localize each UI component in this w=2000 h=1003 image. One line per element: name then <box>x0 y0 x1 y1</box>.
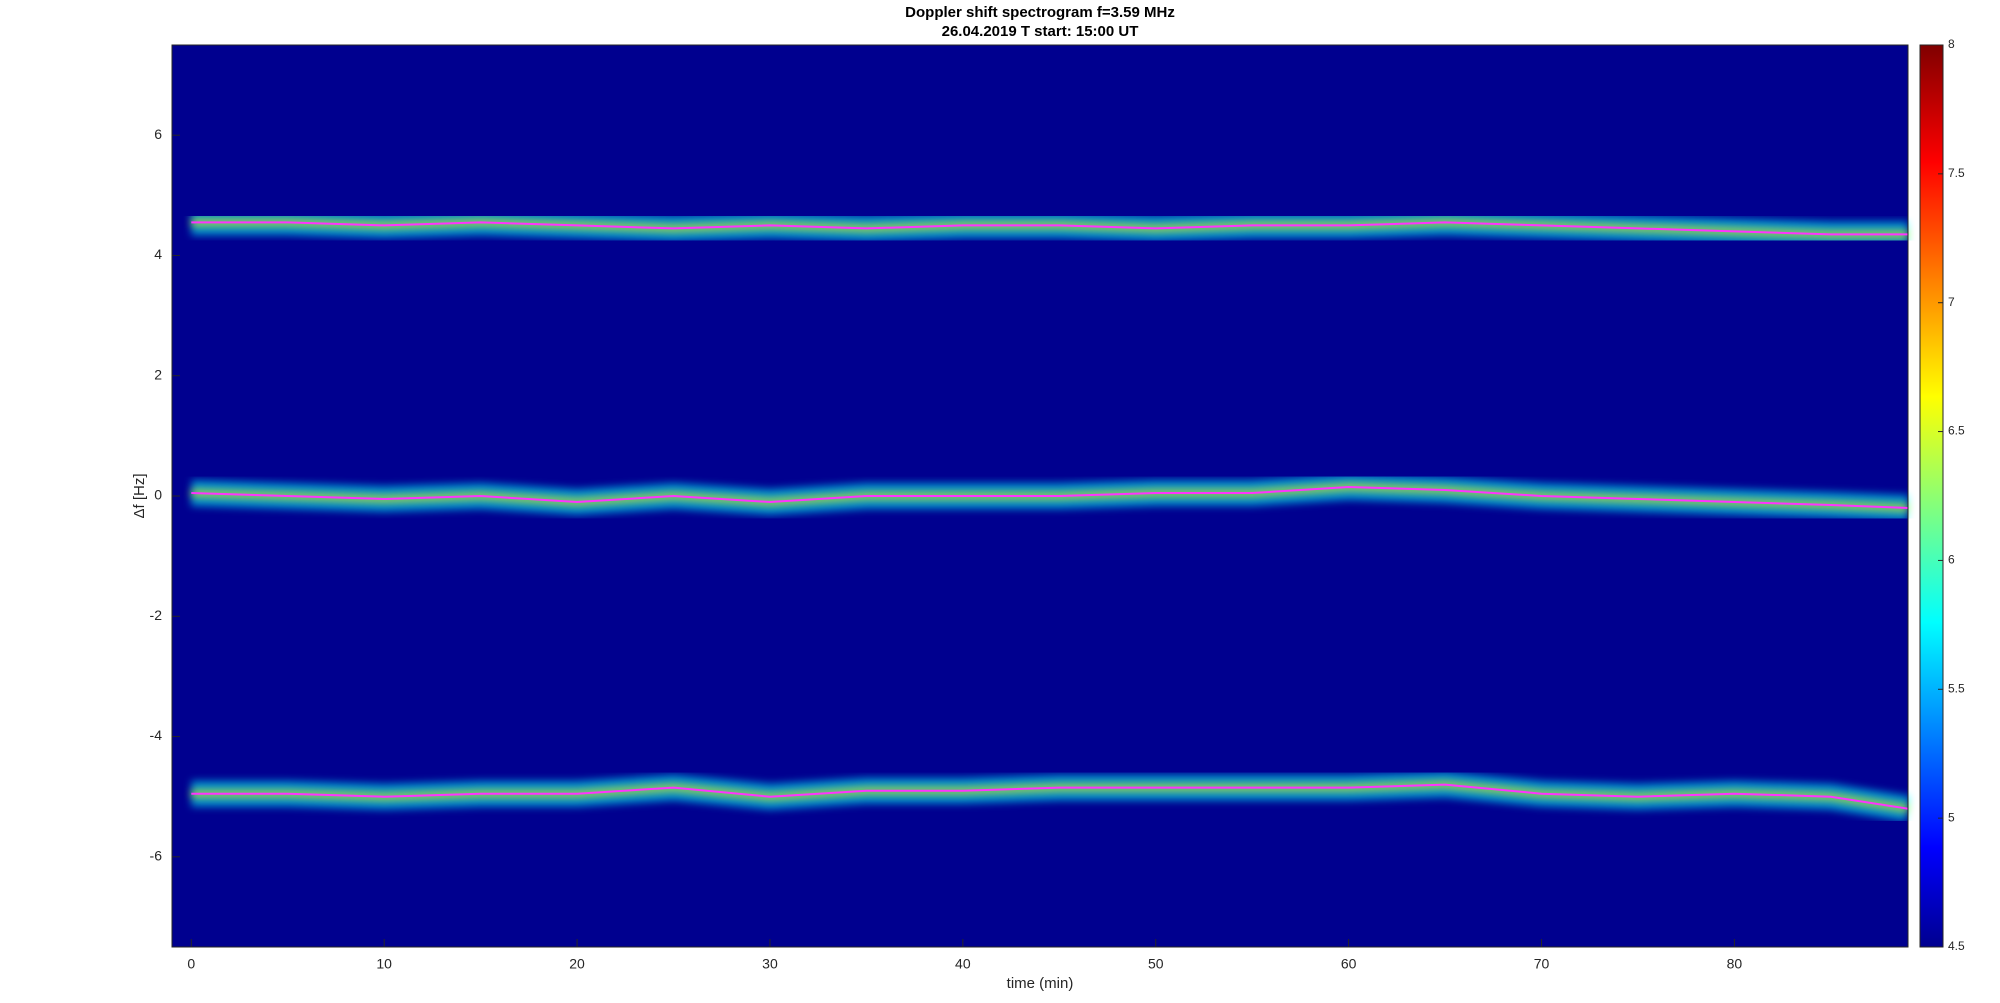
x-tick-label: 70 <box>1534 956 1550 972</box>
x-tick-label: 50 <box>1148 956 1164 972</box>
chart-subtitle: 26.04.2019 T start: 15:00 UT <box>942 23 1139 40</box>
colorbar-tick-label: 4.5 <box>1948 939 1965 953</box>
y-tick-label: -4 <box>150 727 163 743</box>
y-tick-label: 6 <box>154 126 162 142</box>
y-axis-label: Δf [Hz] <box>131 473 148 518</box>
y-tick-label: -2 <box>150 607 163 623</box>
doppler-trace <box>191 221 1908 236</box>
y-tick-label: 0 <box>154 487 162 503</box>
colorbar-tick-label: 8 <box>1948 37 1955 51</box>
doppler-trace <box>191 783 1909 810</box>
y-tick-label: -6 <box>150 848 163 864</box>
x-tick-label: 80 <box>1727 956 1743 972</box>
colorbar-tick-label: 6 <box>1948 553 1955 567</box>
colorbar-tick-label: 5 <box>1948 810 1955 824</box>
x-tick-label: 20 <box>569 956 585 972</box>
chart-title: Doppler shift spectrogram f=3.59 MHz <box>905 4 1175 21</box>
colorbar-tick-label: 5.5 <box>1948 681 1965 695</box>
colorbar-tick-label: 6.5 <box>1948 424 1965 438</box>
x-tick-label: 40 <box>955 956 971 972</box>
colorbar-tick-label: 7.5 <box>1948 166 1965 180</box>
y-tick-label: 4 <box>154 246 162 262</box>
colorbar-tick-label: 7 <box>1948 295 1955 309</box>
x-tick-label: 60 <box>1341 956 1357 972</box>
x-axis-label: time (min) <box>1007 975 1074 992</box>
x-tick-label: 0 <box>187 956 195 972</box>
colorbar <box>1919 44 1944 948</box>
doppler-trace <box>191 485 1909 509</box>
x-tick-label: 30 <box>762 956 778 972</box>
y-tick-label: 2 <box>154 366 162 382</box>
x-tick-label: 10 <box>376 956 392 972</box>
